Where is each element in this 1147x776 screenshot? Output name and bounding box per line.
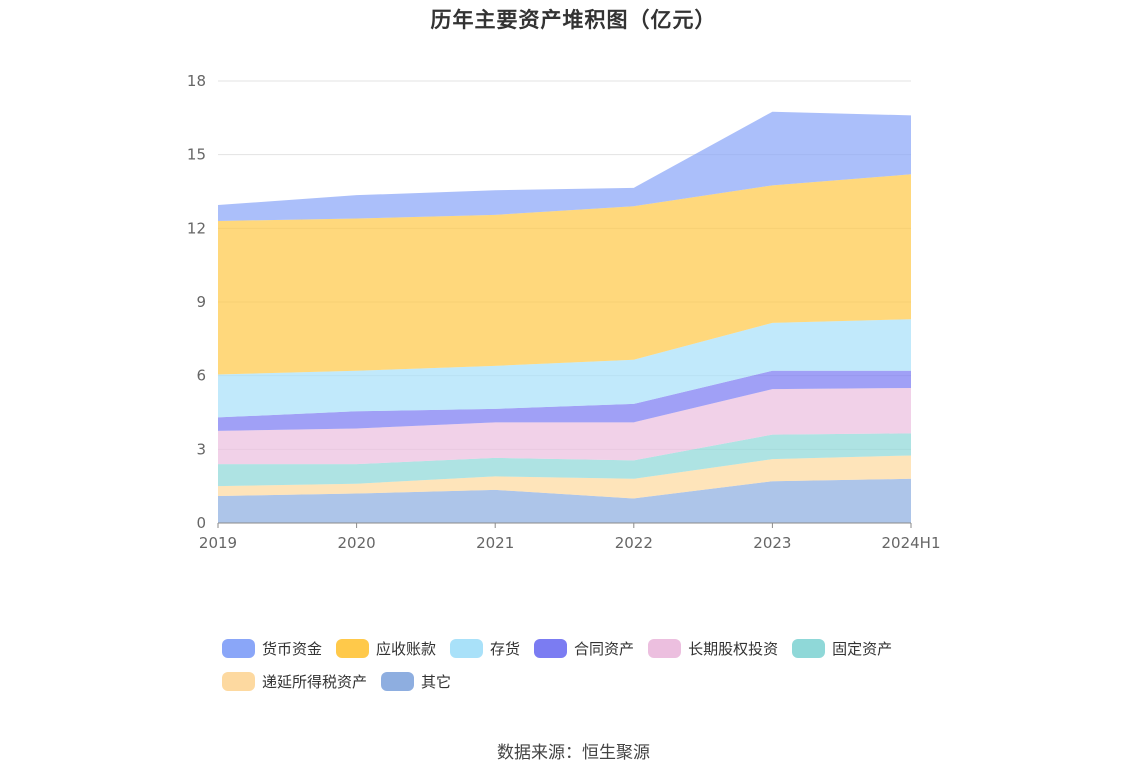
legend-label: 递延所得税资产 — [262, 672, 368, 691]
x-tick-label: 2021 — [476, 534, 514, 552]
legend-item[interactable]: 其它 — [381, 671, 451, 691]
legend-item[interactable]: 应收账款 — [336, 638, 436, 658]
area-series-2 — [218, 433, 911, 487]
legend-item[interactable]: 货币资金 — [222, 638, 322, 658]
area-series-0 — [218, 478, 911, 523]
area-series-5 — [218, 319, 911, 418]
y-tick-label: 15 — [187, 146, 206, 164]
legend-label: 长期股权投资 — [688, 639, 779, 658]
legend-item[interactable]: 合同资产 — [534, 638, 634, 658]
legend-label: 存货 — [490, 639, 521, 658]
area-series-7 — [218, 111, 911, 221]
y-tick-label: 3 — [196, 440, 206, 458]
x-tick-label: 2024H1 — [882, 534, 941, 552]
y-tick-label: 6 — [196, 367, 206, 385]
data-source: 数据来源：恒生聚源 — [497, 743, 650, 763]
axes: 0 3 6 9 12 15 18 2019 2020 2021 2022 2023 2024H1 — [187, 72, 941, 552]
legend-swatch — [534, 638, 568, 658]
legend-label: 固定资产 — [832, 639, 893, 658]
stacked-area-chart: 0 3 6 9 12 15 18 2019 2020 2021 2022 2023 2024H1 — [187, 72, 941, 552]
legend-label: 货币资金 — [262, 639, 323, 658]
legend-item[interactable]: 长期股权投资 — [648, 638, 778, 658]
legend-label: 应收账款 — [376, 639, 437, 658]
legend-item[interactable]: 存货 — [450, 638, 520, 658]
y-tick-label: 12 — [187, 219, 206, 237]
legend-swatch — [792, 638, 826, 658]
y-tick-label: 0 — [196, 514, 206, 532]
legend: 货币资金 应收账款 存货 合同资产 长期股权投资 固定资产递延所得税资产 其它 — [222, 638, 942, 691]
legend-item[interactable]: 递延所得税资产 — [222, 671, 367, 691]
x-tick-label: 2023 — [753, 534, 791, 552]
area-series-3 — [218, 387, 911, 465]
area-series-4 — [218, 370, 911, 431]
area-series — [218, 111, 911, 523]
x-tick-label: 2019 — [199, 534, 237, 552]
y-tick-label: 18 — [187, 72, 206, 90]
legend-swatch — [222, 671, 255, 691]
legend-label: 其它 — [421, 672, 452, 691]
legend-item[interactable]: 固定资产 — [792, 638, 892, 658]
legend-swatch — [648, 638, 682, 658]
y-tick-label: 9 — [196, 293, 206, 311]
legend-swatch — [222, 638, 255, 658]
legend-swatch — [381, 671, 415, 691]
legend-label: 合同资产 — [574, 639, 635, 658]
area-series-1 — [218, 455, 911, 499]
chart-title: 历年主要资产堆积图（亿元） — [430, 8, 717, 32]
x-tick-label: 2022 — [615, 534, 653, 552]
x-tick-label: 2020 — [338, 534, 376, 552]
legend-swatch — [336, 638, 370, 658]
legend-swatch — [450, 638, 484, 658]
area-series-6 — [218, 174, 911, 375]
